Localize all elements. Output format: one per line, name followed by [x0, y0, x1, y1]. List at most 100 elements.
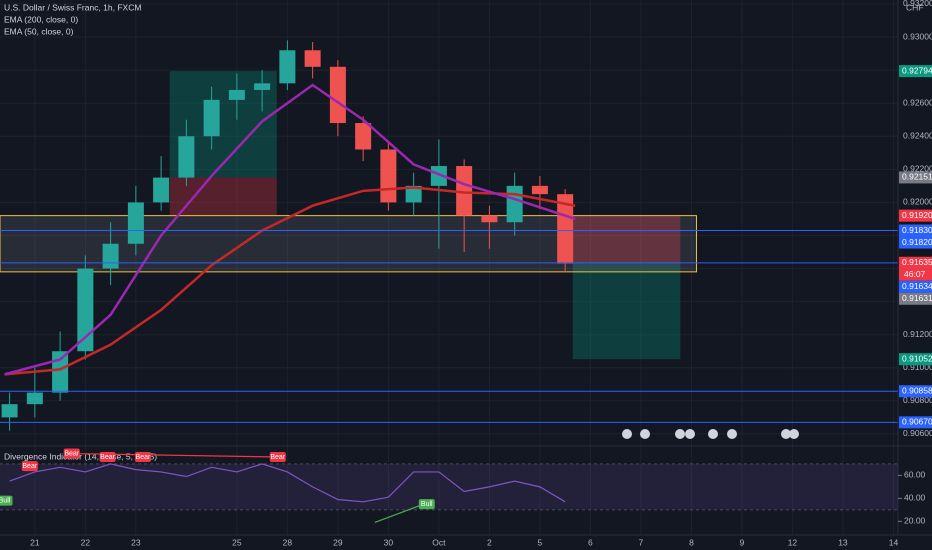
price-label: 0.91920	[902, 210, 932, 220]
indicator-line	[9, 463, 566, 503]
price-label: 0.91631	[902, 293, 932, 303]
signal-marker	[21, 461, 38, 472]
indicator-tick-label: 60.00	[904, 470, 926, 480]
signal-label: Bear	[270, 454, 285, 461]
x-tick-label: 5	[538, 537, 543, 547]
price-label-box	[899, 416, 932, 429]
candle-body	[380, 149, 397, 203]
candle-body	[102, 243, 119, 269]
price-label: 0.91830	[902, 225, 932, 235]
event-icon[interactable]	[685, 429, 695, 439]
signal-marker	[134, 451, 151, 462]
candle-body	[456, 166, 473, 216]
price-label-box	[899, 256, 932, 281]
ema-line	[4, 186, 576, 376]
candle-body	[531, 185, 548, 195]
candle-body	[127, 202, 144, 244]
price-label: 0.91635	[902, 257, 932, 267]
x-tick-label: 6	[588, 537, 593, 547]
signal-marker	[418, 499, 435, 510]
signal-label: Bull	[0, 497, 11, 504]
price-label: 0.92794	[902, 65, 932, 75]
price-label: 0.91052	[902, 353, 932, 363]
position-stop	[169, 177, 277, 216]
y-tick-label: 0.90800	[903, 395, 932, 405]
plot-area	[0, 40, 898, 431]
price-label: 0.91634	[902, 281, 932, 291]
price-label-box	[899, 385, 932, 398]
indicator-tick-label: 20.00	[904, 516, 926, 526]
candle-body	[279, 50, 296, 84]
x-tick-label: 2	[487, 537, 492, 547]
price-label-box	[899, 224, 932, 237]
event-icon[interactable]	[675, 429, 685, 439]
x-tick-label: 8	[689, 537, 694, 547]
x-tick-label: 21	[30, 537, 40, 547]
event-icon[interactable]	[708, 429, 718, 439]
signal-marker	[99, 451, 116, 462]
x-tick-label: 12	[788, 537, 798, 547]
event-icon[interactable]	[781, 429, 791, 439]
x-tick-label: 28	[283, 537, 293, 547]
currency-label: CHF	[906, 2, 923, 12]
candle-body	[1, 404, 18, 418]
signal-label: Bear	[22, 463, 37, 470]
x-tick-label: 14	[889, 537, 899, 547]
price-label-box	[899, 280, 932, 293]
legend-entry: EMA (200, close, 0)	[4, 14, 78, 24]
candle-body	[254, 83, 271, 90]
countdown: 46:07	[904, 269, 926, 279]
candle-body	[203, 99, 220, 137]
y-tick-label: 0.93000	[903, 31, 932, 41]
divergence-line	[374, 502, 427, 524]
symbol-title: U.S. Dollar / Swiss Franc, 1h, FXCM	[4, 2, 141, 12]
price-label-box	[899, 65, 932, 78]
signal-marker	[0, 495, 13, 506]
y-tick-label: 0.91200	[903, 329, 932, 339]
price-label: 0.91820	[902, 237, 932, 247]
signal-label: Bear	[100, 454, 115, 461]
signal-marker	[63, 448, 80, 459]
signal-label: Bear	[64, 450, 79, 457]
candle-body	[153, 177, 170, 203]
candle-body	[52, 351, 69, 393]
price-label-box	[899, 292, 932, 305]
price-label-box	[899, 353, 932, 366]
y-tick-label: 0.92600	[903, 97, 932, 107]
x-tick-label: 25	[232, 537, 242, 547]
signal-label: Bull	[421, 501, 433, 508]
signal-label: Bear	[136, 454, 151, 461]
price-label-box	[899, 236, 932, 249]
price-label: 0.92151	[902, 172, 932, 182]
price-label: 0.90858	[902, 386, 932, 396]
price-label-box	[899, 209, 932, 222]
candle-body	[355, 123, 372, 150]
event-icons	[622, 429, 799, 439]
y-tick-label: 0.92400	[903, 131, 932, 141]
event-icon[interactable]	[789, 429, 799, 439]
indicator-title: Divergence Indicator (14, close, 5, 60, …	[4, 451, 157, 461]
event-icon[interactable]	[640, 429, 650, 439]
candle-body	[506, 185, 523, 223]
x-tick-label: 7	[639, 537, 644, 547]
x-tick-label: 29	[333, 537, 343, 547]
ema-line	[4, 83, 576, 376]
candle-body	[26, 392, 43, 405]
signal-marker	[269, 451, 286, 462]
candle-body	[481, 215, 498, 223]
x-tick-label: 13	[838, 537, 848, 547]
x-tick-label: 22	[81, 537, 91, 547]
y-tick-label: 0.91000	[903, 362, 932, 372]
x-tick-label: 30	[384, 537, 394, 547]
candle-body	[430, 166, 447, 186]
candle-body	[304, 50, 321, 67]
event-icon[interactable]	[727, 429, 737, 439]
y-tick-label: 0.92000	[903, 197, 932, 207]
price-label: 0.90670	[902, 417, 932, 427]
y-tick-label: 0.92200	[903, 164, 932, 174]
event-icon[interactable]	[622, 429, 632, 439]
y-tick-label: 0.93200	[903, 0, 932, 8]
candle-body	[77, 268, 94, 352]
